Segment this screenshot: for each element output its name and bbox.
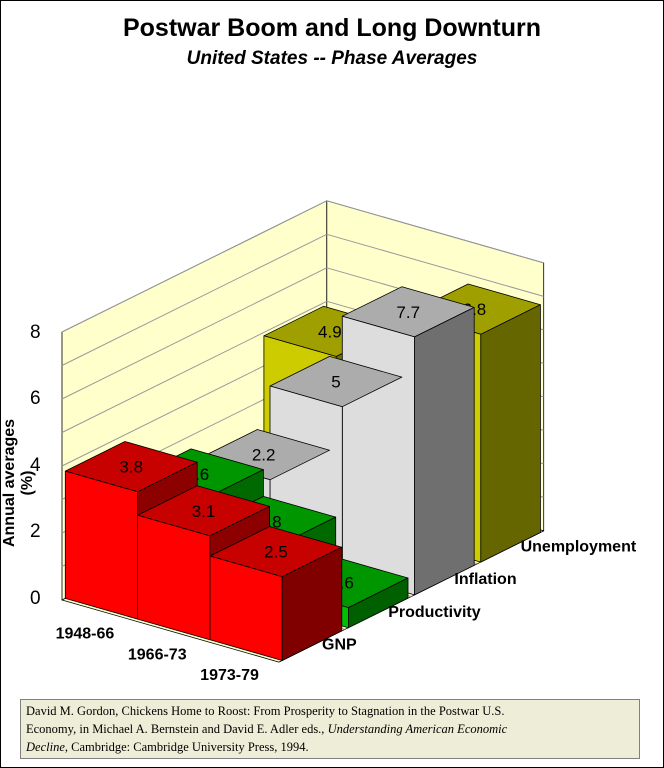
gridline <box>326 200 544 264</box>
category-label: 1966-73 <box>128 646 187 663</box>
data-label-inflation: 2.2 <box>252 446 276 465</box>
y-tick-label: 4 <box>30 455 41 476</box>
series-label-unemployment: Unemployment <box>521 538 637 555</box>
ribbon-riser-gnp <box>209 505 270 557</box>
data-label-gnp: 3.8 <box>119 458 143 477</box>
chart-svg: 4.94.66.8Unemployment2.257.7Inflation2.6… <box>56 200 637 684</box>
ribbon-riser-gnp <box>137 461 198 516</box>
data-label-gnp: 2.5 <box>264 543 288 562</box>
caption-text: , Cambridge: Cambridge University Press,… <box>64 740 309 754</box>
y-tick-label: 6 <box>30 388 41 409</box>
series-label-gnp: GNP <box>322 637 357 654</box>
bar-gnp <box>137 514 211 641</box>
data-label-inflation: 5 <box>331 373 340 392</box>
series-label-inflation: Inflation <box>454 571 516 588</box>
gridline <box>61 233 328 366</box>
category-label: 1973-79 <box>200 667 259 684</box>
ribbon-end-unemployment <box>480 304 541 563</box>
chart-title: Postwar Boom and Long Downturn <box>122 14 542 42</box>
y-tick-label: 2 <box>30 521 41 542</box>
data-label-unemployment: 4.9 <box>318 322 342 341</box>
data-label-inflation: 7.7 <box>396 303 420 322</box>
gridline <box>61 267 328 400</box>
bar-gnp <box>64 470 139 620</box>
y-tick-label: 8 <box>30 322 41 343</box>
ribbon-end-productivity <box>347 577 409 629</box>
caption-text: David M. Gordon, Chickens Home to Roost:… <box>26 704 505 718</box>
gridline <box>61 300 328 433</box>
ribbon-end-gnp <box>281 546 343 661</box>
source-caption: David M. Gordon, Chickens Home to Roost:… <box>20 699 640 759</box>
gridline <box>61 200 328 333</box>
chart-subtitle: United States -- Phase Averages <box>186 48 478 69</box>
ribbon-end-inflation <box>414 306 475 596</box>
gridline <box>326 233 544 297</box>
data-label-gnp: 3.1 <box>192 502 216 521</box>
caption-book-title: Understanding American Economic <box>327 722 508 736</box>
category-label: 1948-66 <box>56 626 115 643</box>
y-tick-label: 0 <box>30 588 41 609</box>
bar-inflation <box>341 315 416 596</box>
caption-book-title: Decline <box>26 740 65 754</box>
caption-text: Economy, in Michael A. Bernstein and Dav… <box>26 722 328 736</box>
series-label-productivity: Productivity <box>388 604 481 621</box>
